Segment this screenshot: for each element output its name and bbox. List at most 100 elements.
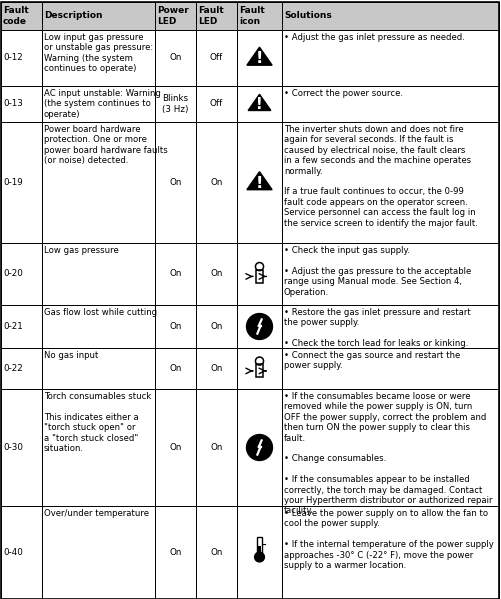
Text: Description: Description (44, 11, 103, 20)
Text: Off: Off (210, 53, 223, 62)
Bar (42, 305, 155, 348)
Text: 0-13: 0-13 (3, 99, 23, 108)
Bar (256, 270, 263, 283)
Bar (155, 86, 196, 122)
Bar (237, 86, 282, 122)
Text: 0-19: 0-19 (3, 178, 23, 187)
Bar (196, 2, 237, 30)
Bar (1, 243, 42, 305)
Text: Gas flow lost while cutting: Gas flow lost while cutting (44, 308, 157, 317)
Bar (155, 506, 196, 599)
Bar (1, 506, 42, 599)
Bar (42, 243, 155, 305)
Bar (196, 243, 237, 305)
Text: On: On (169, 364, 182, 373)
Text: 0-12: 0-12 (3, 53, 23, 62)
Bar (1, 122, 42, 243)
Text: Fault
icon: Fault icon (239, 7, 265, 26)
Text: Power board hardware
protection. One or more
power board hardware faults
(or noi: Power board hardware protection. One or … (44, 125, 168, 165)
Bar (282, 30, 499, 86)
Bar (282, 122, 499, 243)
Text: 0-40: 0-40 (3, 548, 23, 557)
Text: Off: Off (210, 99, 223, 108)
Bar (155, 122, 196, 243)
Text: Low input gas pressure
or unstable gas pressure:
Warning (the system
continues t: Low input gas pressure or unstable gas p… (44, 33, 153, 73)
Text: • Correct the power source.: • Correct the power source. (284, 89, 403, 98)
Bar (196, 86, 237, 122)
Bar (282, 348, 499, 389)
Polygon shape (247, 47, 272, 65)
Bar (282, 389, 499, 506)
Text: Power
LED: Power LED (157, 7, 189, 26)
Bar (237, 30, 282, 86)
Bar (237, 348, 282, 389)
Bar (42, 348, 155, 389)
Circle shape (246, 313, 273, 340)
Bar (196, 305, 237, 348)
Bar (257, 537, 262, 557)
Bar (155, 348, 196, 389)
Text: No gas input: No gas input (44, 351, 98, 360)
Bar (196, 389, 237, 506)
Text: Fault
code: Fault code (3, 7, 29, 26)
Text: On: On (169, 548, 182, 557)
Bar (282, 305, 499, 348)
Text: 0-21: 0-21 (3, 322, 23, 331)
Bar (1, 30, 42, 86)
Bar (42, 30, 155, 86)
Bar (237, 389, 282, 506)
Text: On: On (210, 548, 222, 557)
Text: !: ! (256, 97, 263, 112)
Bar (237, 122, 282, 243)
Bar (42, 122, 155, 243)
Text: !: ! (256, 52, 263, 66)
Bar (196, 30, 237, 86)
Bar (155, 305, 196, 348)
Text: On: On (210, 178, 222, 187)
Bar (282, 86, 499, 122)
Bar (42, 389, 155, 506)
Bar (282, 506, 499, 599)
Text: • Adjust the gas inlet pressure as needed.: • Adjust the gas inlet pressure as neede… (284, 33, 465, 42)
Text: Fault
LED: Fault LED (198, 7, 224, 26)
Bar (196, 506, 237, 599)
Bar (42, 506, 155, 599)
Text: Over/under temperature: Over/under temperature (44, 509, 149, 518)
Circle shape (246, 434, 273, 461)
Bar (155, 2, 196, 30)
Text: On: On (169, 178, 182, 187)
Text: • Leave the power supply on to allow the fan to
cool the power supply.

• If the: • Leave the power supply on to allow the… (284, 509, 494, 570)
Circle shape (255, 552, 265, 562)
Bar (237, 2, 282, 30)
Text: • Connect the gas source and restart the
power supply.: • Connect the gas source and restart the… (284, 351, 460, 370)
Bar (1, 305, 42, 348)
Text: 0-22: 0-22 (3, 364, 23, 373)
Bar (155, 243, 196, 305)
Bar (258, 546, 261, 557)
Text: On: On (169, 322, 182, 331)
Bar (196, 348, 237, 389)
Bar (196, 122, 237, 243)
Bar (1, 2, 42, 30)
Text: On: On (210, 322, 222, 331)
Text: The inverter shuts down and does not fire
again for several seconds. If the faul: The inverter shuts down and does not fir… (284, 125, 478, 228)
Text: On: On (210, 270, 222, 279)
Text: On: On (169, 53, 182, 62)
Bar (282, 243, 499, 305)
Bar (42, 2, 155, 30)
Text: Blinks
(3 Hz): Blinks (3 Hz) (162, 94, 189, 114)
Text: On: On (169, 443, 182, 452)
Bar (282, 2, 499, 30)
Bar (256, 364, 263, 377)
Text: Low gas pressure: Low gas pressure (44, 246, 119, 255)
Polygon shape (247, 172, 272, 190)
Text: !: ! (256, 176, 263, 191)
Bar (1, 389, 42, 506)
Text: 0-30: 0-30 (3, 443, 23, 452)
Bar (42, 86, 155, 122)
Bar (1, 348, 42, 389)
Text: Solutions: Solutions (284, 11, 332, 20)
Bar (155, 389, 196, 506)
Bar (237, 305, 282, 348)
Text: AC input unstable: Warning
(the system continues to
operate): AC input unstable: Warning (the system c… (44, 89, 161, 119)
